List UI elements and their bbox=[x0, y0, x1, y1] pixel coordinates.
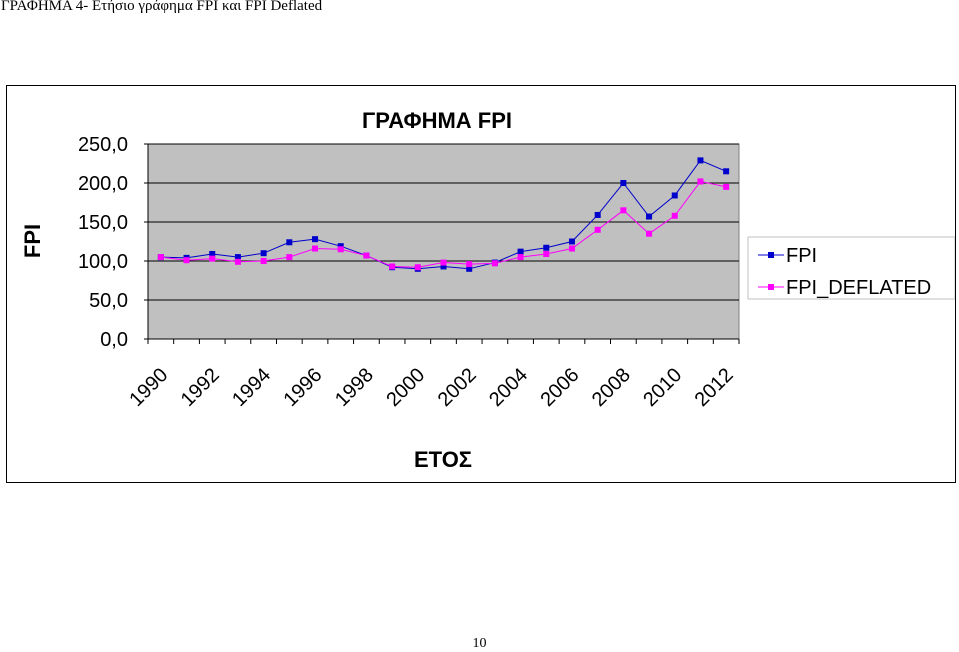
legend-label: FPI bbox=[786, 245, 817, 267]
data-point-fpi_deflated bbox=[568, 245, 575, 252]
y-tick-label: 150,0 bbox=[78, 212, 128, 234]
axes bbox=[144, 143, 740, 344]
data-point-fpi bbox=[234, 254, 241, 261]
data-point-fpi_deflated bbox=[543, 250, 550, 257]
document-heading: ΓΡΑΦΗΜΑ 4- Ετήσιο γράφημα FPI και FPI De… bbox=[1, 0, 323, 14]
data-point-fpi bbox=[466, 265, 473, 272]
x-tick-label: 2002 bbox=[434, 364, 481, 411]
y-tick-label: 200,0 bbox=[78, 173, 128, 195]
data-point-fpi_deflated bbox=[286, 254, 293, 261]
chart-frame: 0,0 50,0 100,0 150,0 200,0 250,0 1990 1992 1994… bbox=[6, 85, 956, 483]
y-tick-label: 0,0 bbox=[100, 329, 128, 351]
x-tick-label: 1998 bbox=[331, 364, 378, 411]
legend-label: FPI_DEFLATED bbox=[786, 277, 931, 299]
data-point-fpi_deflated bbox=[157, 254, 164, 261]
data-point-fpi bbox=[337, 243, 344, 250]
data-point-fpi_deflated bbox=[234, 258, 241, 265]
x-tick-label: 2008 bbox=[588, 364, 635, 411]
data-point-fpi_deflated bbox=[389, 263, 396, 270]
legend-box bbox=[747, 236, 955, 300]
data-point-fpi_deflated bbox=[491, 260, 498, 267]
data-point-fpi_deflated bbox=[620, 207, 627, 214]
legend-items: FPI FPI_DEFLATED bbox=[758, 245, 931, 299]
data-point-fpi bbox=[517, 248, 524, 255]
x-tick-label: 1992 bbox=[177, 364, 224, 411]
legend-marker bbox=[768, 252, 774, 258]
data-point-fpi_deflated bbox=[337, 246, 344, 253]
data-point-fpi_deflated bbox=[723, 183, 730, 190]
legend-marker bbox=[768, 284, 774, 290]
fpi-line-chart: 0,0 50,0 100,0 150,0 200,0 250,0 1990 1992 1994… bbox=[20, 108, 955, 472]
data-point-fpi_deflated bbox=[414, 264, 421, 271]
data-point-fpi bbox=[543, 244, 550, 251]
y-tick-labels: 0,0 50,0 100,0 150,0 200,0 250,0 bbox=[78, 134, 128, 351]
data-point-fpi bbox=[312, 236, 319, 243]
data-point-fpi bbox=[697, 157, 704, 164]
data-point-fpi_deflated bbox=[312, 245, 319, 252]
x-axis-label: ΕΤΟΣ bbox=[414, 447, 472, 472]
data-point-fpi_deflated bbox=[209, 255, 216, 262]
data-point-fpi_deflated bbox=[671, 212, 678, 219]
x-tick-label: 2004 bbox=[485, 364, 532, 411]
y-tick-label: 50,0 bbox=[89, 290, 128, 312]
x-tick-label: 2000 bbox=[382, 364, 429, 411]
data-point-fpi bbox=[594, 211, 601, 218]
page-number: 10 bbox=[472, 636, 487, 651]
data-point-fpi_deflated bbox=[183, 257, 190, 264]
plot-area bbox=[147, 143, 740, 340]
x-tick-label: 1994 bbox=[228, 364, 275, 411]
data-point-fpi bbox=[286, 239, 293, 246]
data-point-fpi bbox=[209, 250, 216, 257]
data-point-fpi_deflated bbox=[594, 226, 601, 233]
data-point-fpi bbox=[620, 180, 627, 186]
x-tick-label: 2006 bbox=[536, 364, 583, 411]
x-tick-label: 2012 bbox=[691, 364, 738, 411]
data-point-fpi bbox=[671, 192, 678, 199]
x-tick-labels: 1990 1992 1994 1996 1998 2000 2002 2004 2006 2008… bbox=[125, 364, 737, 411]
data-point-fpi bbox=[646, 213, 653, 220]
y-axis-label: FPI bbox=[20, 224, 45, 258]
data-point-fpi_deflated bbox=[363, 252, 370, 259]
data-point-fpi_deflated bbox=[646, 230, 653, 237]
data-point-fpi_deflated bbox=[440, 259, 447, 266]
y-tick-label: 100,0 bbox=[78, 251, 128, 273]
data-point-fpi bbox=[260, 250, 267, 257]
x-tick-label: 1990 bbox=[125, 364, 172, 411]
y-tick-label: 250,0 bbox=[78, 134, 128, 156]
chart-title: ΓΡΑΦΗΜΑ FPI bbox=[362, 108, 512, 133]
gridlines bbox=[148, 143, 739, 301]
data-point-fpi_deflated bbox=[260, 258, 267, 264]
data-point-fpi_deflated bbox=[697, 178, 704, 185]
x-tick-label: 2010 bbox=[639, 364, 686, 411]
x-tick-label: 1996 bbox=[280, 364, 327, 411]
series-group bbox=[157, 157, 730, 272]
data-point-fpi_deflated bbox=[466, 261, 473, 268]
data-point-fpi bbox=[723, 168, 730, 175]
legend: FPI FPI_DEFLATED bbox=[747, 236, 955, 300]
data-point-fpi bbox=[440, 263, 447, 270]
data-point-fpi_deflated bbox=[517, 254, 524, 261]
data-point-fpi bbox=[568, 238, 575, 245]
